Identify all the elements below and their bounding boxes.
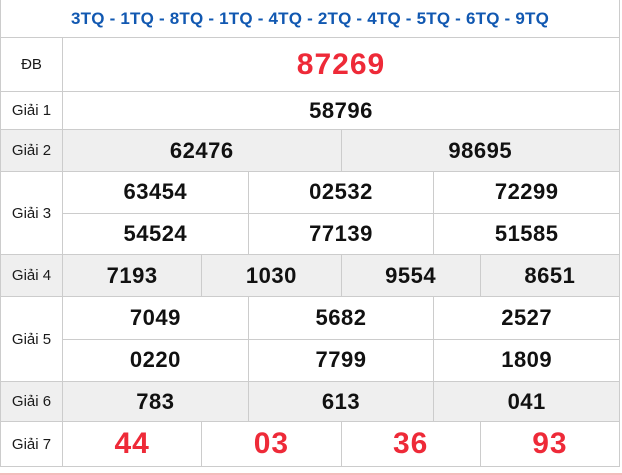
prize-content: 783 613 041 xyxy=(63,382,619,421)
prize-row: Giải 6 783 613 041 xyxy=(1,382,619,422)
prize-content: 7049 5682 2527 0220 7799 1809 xyxy=(63,297,619,381)
prize-content: 58796 xyxy=(63,92,619,129)
prize-content: 7193 1030 9554 8651 xyxy=(63,255,619,296)
prize-number: 77139 xyxy=(247,213,434,254)
prize-row: Giải 3 63454 02532 72299 54524 77139 51585 xyxy=(1,172,619,255)
prize-number: 63454 xyxy=(123,179,188,205)
prize-row: Giải 1 58796 xyxy=(1,92,619,130)
prize-number: 7049 xyxy=(129,304,181,330)
prize-number: 54524 xyxy=(123,220,188,246)
prize-sub-row: 7193 1030 9554 8651 xyxy=(63,255,619,296)
prize-number: 02532 xyxy=(247,172,434,213)
header-row: 3TQ - 1TQ - 8TQ - 1TQ - 4TQ - 2TQ - 4TQ … xyxy=(1,0,619,38)
prize-label: Giải 5 xyxy=(1,297,63,381)
prize-sub-row: 63454 02532 72299 xyxy=(63,172,619,213)
prize-content: 62476 98695 xyxy=(63,130,619,171)
prize-number: 1809 xyxy=(433,339,619,381)
prize-number: 0220 xyxy=(129,347,181,373)
prize-sub-row: 62476 98695 xyxy=(63,130,619,171)
prize-label: Giải 4 xyxy=(1,255,63,296)
prize-number: 8651 xyxy=(479,255,619,296)
prize-number: 613 xyxy=(247,382,434,421)
prize-number: 58796 xyxy=(309,97,373,123)
prize-sub-row: 58796 xyxy=(63,92,619,129)
prize-number: 03 xyxy=(201,422,340,466)
prize-sub-row: 0220 7799 1809 xyxy=(63,338,619,381)
prize-sub-row: 54524 77139 51585 xyxy=(63,212,619,254)
prize-number: 44 xyxy=(114,427,150,460)
prize-row: Giải 2 62476 98695 xyxy=(1,130,619,172)
prize-row: ĐB 87269 xyxy=(1,38,619,92)
prize-content: 87269 xyxy=(63,38,619,91)
prize-content: 63454 02532 72299 54524 77139 51585 xyxy=(63,172,619,254)
lottery-results-table: 3TQ - 1TQ - 8TQ - 1TQ - 4TQ - 2TQ - 4TQ … xyxy=(0,0,620,467)
prize-number: 51585 xyxy=(433,213,619,254)
prize-sub-row: 783 613 041 xyxy=(63,382,619,421)
prize-label: Giải 1 xyxy=(1,92,63,129)
prize-sub-row: 87269 xyxy=(63,38,619,91)
prize-label: Giải 6 xyxy=(1,382,63,421)
draw-codes-title: 3TQ - 1TQ - 8TQ - 1TQ - 4TQ - 2TQ - 4TQ … xyxy=(71,8,549,28)
prize-number: 9554 xyxy=(340,255,480,296)
prize-content: 44 03 36 93 xyxy=(63,422,619,466)
prize-sub-row: 7049 5682 2527 xyxy=(63,297,619,339)
prize-number: 62476 xyxy=(169,137,234,163)
prize-label: Giải 3 xyxy=(1,172,63,254)
prize-row: Giải 7 44 03 36 93 xyxy=(1,422,619,467)
prize-row: Giải 4 7193 1030 9554 8651 xyxy=(1,255,619,297)
prize-label: Giải 7 xyxy=(1,422,63,466)
prize-label: ĐB xyxy=(1,38,63,91)
prize-rows: ĐB 87269 Giải 1 58796 Giải 2 62476 98695 … xyxy=(1,38,619,467)
prize-number: 7799 xyxy=(247,339,434,381)
prize-row: Giải 5 7049 5682 2527 0220 7799 1809 xyxy=(1,297,619,382)
prize-number: 98695 xyxy=(340,130,620,171)
prize-number: 783 xyxy=(136,388,175,414)
prize-number: 1030 xyxy=(201,255,340,296)
prize-number: 7193 xyxy=(106,262,158,288)
prize-number: 5682 xyxy=(247,297,434,339)
prize-number: 2527 xyxy=(433,297,619,339)
prize-sub-row: 44 03 36 93 xyxy=(63,422,619,466)
prize-number: 93 xyxy=(479,422,619,466)
prize-number: 36 xyxy=(340,422,480,466)
prize-number: 87269 xyxy=(296,47,386,81)
prize-number: 041 xyxy=(433,382,619,421)
bottom-divider xyxy=(0,467,622,475)
prize-label: Giải 2 xyxy=(1,130,63,171)
prize-number: 72299 xyxy=(433,172,619,213)
